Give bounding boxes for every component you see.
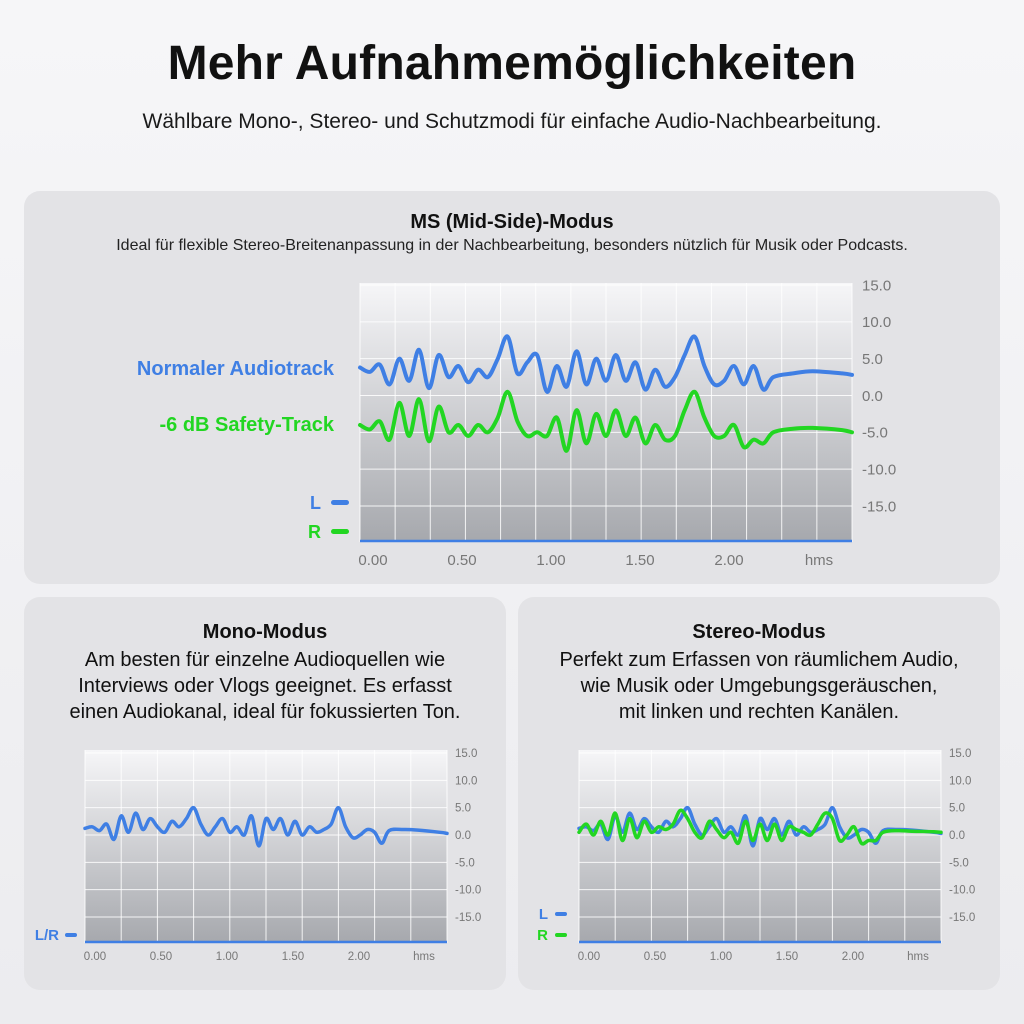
stereo-description-line: wie Musik oder Umgebungsgeräuschen, bbox=[580, 675, 938, 697]
ms-y-tick-label: -5.0 bbox=[862, 425, 888, 442]
stereo-x-tick-label: hms bbox=[907, 951, 929, 963]
ms-y-tick-label: -15.0 bbox=[862, 498, 896, 515]
mono-y-tick-label: -5.0 bbox=[455, 857, 475, 869]
stereo-mode-title: Stereo-Modus bbox=[692, 621, 826, 643]
page-subtitle: Wählbare Mono-, Stereo- und Schutzmodi f… bbox=[142, 110, 882, 133]
ms-y-tick-label: 0.0 bbox=[862, 388, 883, 405]
mono-y-tick-label: -10.0 bbox=[455, 885, 481, 897]
ms-legend-l: L bbox=[310, 493, 321, 513]
stereo-legend-l-swatch bbox=[555, 912, 567, 916]
stereo-x-tick-label: 0.00 bbox=[578, 951, 600, 963]
stereo-y-tick-label: -15.0 bbox=[949, 912, 975, 924]
mono-mode-title: Mono-Modus bbox=[202, 621, 328, 643]
ms-x-tick-label: 1.50 bbox=[625, 552, 654, 569]
stereo-x-tick-label: 2.00 bbox=[842, 951, 864, 963]
mono-mode-card: Mono-Modus Am besten für einzelne Audioq… bbox=[24, 597, 506, 990]
mono-y-tick-label: 5.0 bbox=[455, 803, 471, 815]
stereo-legend-l: L bbox=[539, 906, 548, 923]
ms-x-tick-label: 0.50 bbox=[447, 552, 476, 569]
mono-mode-chart: L/R 15.0 10.0 5.0 0.0 -5.0 -10.0 -15.0 0.00 0.50… bbox=[35, 748, 481, 963]
mono-legend-lr: L/R bbox=[35, 927, 59, 944]
ms-y-tick-label: 10.0 bbox=[862, 314, 891, 331]
mono-y-tick-label: 0.0 bbox=[455, 830, 471, 842]
ms-mode-title: MS (Mid-Side)-Modus bbox=[410, 211, 614, 233]
ms-x-tick-label: 2.00 bbox=[714, 552, 743, 569]
ms-mode-description: Ideal für flexible Stereo-Breitenanpassu… bbox=[116, 237, 908, 254]
mono-series-line bbox=[83, 805, 449, 848]
stereo-y-tick-label: 10.0 bbox=[949, 775, 971, 787]
mono-mode-description: Am besten für einzelne Audioquellen wie … bbox=[24, 647, 506, 725]
mono-x-tick-label: 0.50 bbox=[150, 951, 172, 963]
page-title: Mehr Aufnahmemöglichkeiten bbox=[167, 37, 857, 90]
ms-x-tick-label: hms bbox=[805, 552, 833, 569]
ms-y-tick-label: -10.0 bbox=[862, 461, 896, 478]
stereo-series-line bbox=[577, 808, 943, 846]
stereo-description-line: Perfekt zum Erfassen von räumlichem Audi… bbox=[559, 649, 959, 671]
mono-x-tick-label: 2.00 bbox=[348, 951, 370, 963]
stereo-mode-chart: L R 15.0 10.0 5.0 0.0 -5.0 -10.0 -15.0 0.00 0.50… bbox=[537, 748, 975, 963]
stereo-legend-r-swatch bbox=[555, 933, 567, 937]
ms-mode-card: MS (Mid-Side)-Modus Ideal für flexible S… bbox=[24, 191, 1000, 584]
mono-y-tick-label: 10.0 bbox=[455, 775, 477, 787]
mono-legend-lr-swatch bbox=[65, 933, 77, 937]
ms-label-safety: -6 dB Safety-Track bbox=[159, 414, 334, 436]
stereo-mode-card: Stereo-Modus Perfekt zum Erfassen von rä… bbox=[518, 597, 1000, 990]
stereo-y-tick-label: 0.0 bbox=[949, 830, 965, 842]
stereo-legend-r: R bbox=[537, 927, 548, 944]
ms-legend-l-swatch bbox=[331, 500, 349, 505]
mono-x-tick-label: 1.50 bbox=[282, 951, 304, 963]
ms-legend-r: R bbox=[308, 522, 321, 542]
ms-x-tick-label: 1.00 bbox=[536, 552, 565, 569]
mono-x-tick-label: 0.00 bbox=[84, 951, 106, 963]
stereo-x-tick-label: 1.00 bbox=[710, 951, 732, 963]
stereo-y-tick-label: -10.0 bbox=[949, 885, 975, 897]
mono-y-tick-label: 15.0 bbox=[455, 748, 477, 760]
stereo-mode-description: Perfekt zum Erfassen von räumlichem Audi… bbox=[518, 647, 1000, 725]
ms-series-line bbox=[358, 389, 854, 453]
ms-y-tick-label: 5.0 bbox=[862, 351, 883, 368]
ms-label-normal: Normaler Audiotrack bbox=[137, 358, 335, 380]
mono-description-line: Interviews oder Vlogs geeignet. Es erfas… bbox=[78, 675, 452, 697]
ms-x-tick-label: 0.00 bbox=[358, 552, 387, 569]
stereo-x-tick-label: 0.50 bbox=[644, 951, 666, 963]
ms-legend-r-swatch bbox=[331, 529, 349, 534]
ms-mode-chart: Normaler Audiotrack -6 dB Safety-Track L… bbox=[137, 277, 896, 569]
stereo-y-tick-label: -5.0 bbox=[949, 857, 969, 869]
stereo-description-line: mit linken und rechten Kanälen. bbox=[618, 701, 900, 723]
stereo-x-tick-label: 1.50 bbox=[776, 951, 798, 963]
mono-y-tick-label: -15.0 bbox=[455, 912, 481, 924]
ms-series-line bbox=[358, 334, 854, 394]
mono-x-tick-label: 1.00 bbox=[216, 951, 238, 963]
ms-y-tick-label: 15.0 bbox=[862, 277, 891, 294]
stereo-y-tick-label: 15.0 bbox=[949, 748, 971, 760]
mono-x-tick-label: hms bbox=[413, 951, 435, 963]
mono-description-line: Am besten für einzelne Audioquellen wie bbox=[84, 649, 446, 671]
mono-description-line: einen Audiokanal, ideal für fokussierten… bbox=[69, 701, 461, 723]
stereo-y-tick-label: 5.0 bbox=[949, 803, 965, 815]
